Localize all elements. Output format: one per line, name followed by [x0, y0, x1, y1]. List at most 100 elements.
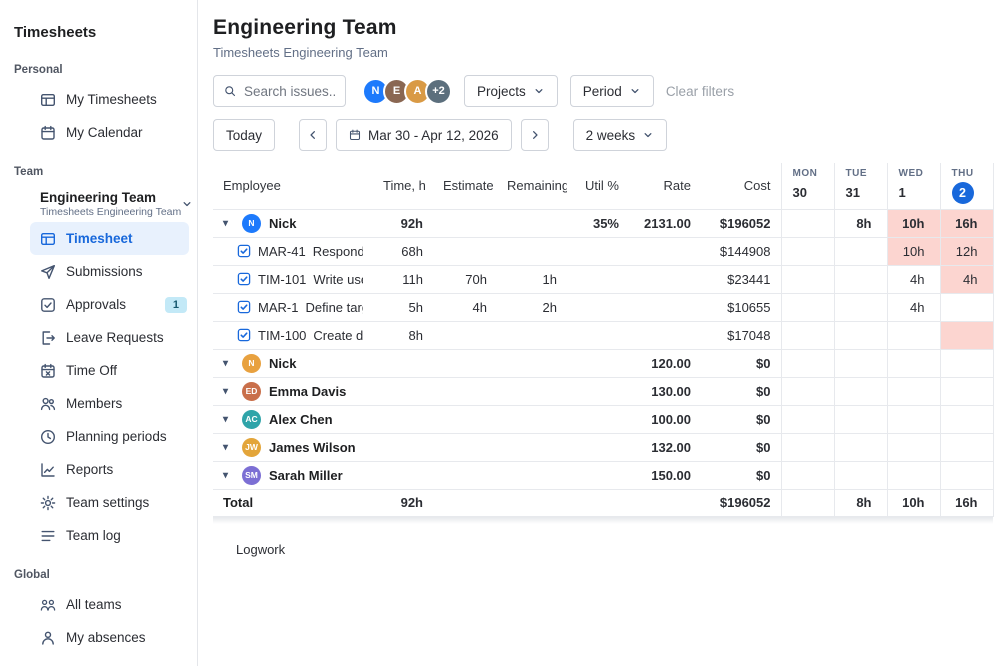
- sidebar-item-label: Team settings: [66, 495, 150, 510]
- period-dropdown[interactable]: Period: [569, 75, 654, 107]
- scroll-shadow: [213, 516, 993, 524]
- time-cell[interactable]: [833, 349, 887, 378]
- sidebar-item-label: Approvals: [66, 297, 127, 312]
- issue-key[interactable]: TIM-101: [258, 271, 307, 287]
- expander-icon[interactable]: ▾: [223, 217, 229, 229]
- time-cell[interactable]: [939, 461, 993, 490]
- time-cell-overtime[interactable]: [939, 321, 993, 350]
- time-cell[interactable]: [939, 377, 993, 406]
- time-cell[interactable]: [780, 349, 834, 378]
- expander-icon[interactable]: ▾: [223, 469, 229, 481]
- issue-key[interactable]: MAR-41: [258, 243, 306, 259]
- time-cell[interactable]: [780, 461, 834, 490]
- expander-icon[interactable]: ▾: [223, 441, 229, 453]
- time-cell[interactable]: [780, 237, 834, 266]
- issue-key[interactable]: MAR-1: [258, 299, 299, 315]
- sidebar-item-team-log[interactable]: Team log: [0, 519, 197, 552]
- sidebar-item-my-timesheets[interactable]: My Timesheets: [0, 83, 197, 116]
- projects-dropdown[interactable]: Projects: [464, 75, 558, 107]
- send-icon: [40, 264, 56, 280]
- column-header-employee: Employee: [213, 163, 373, 210]
- search-input[interactable]: [244, 83, 335, 99]
- time-cell[interactable]: [833, 377, 887, 406]
- sidebar-item-members[interactable]: Members: [0, 387, 197, 420]
- clear-filters-button[interactable]: Clear filters: [665, 83, 735, 99]
- time-cell-overtime[interactable]: 4h: [939, 265, 993, 294]
- team-selector[interactable]: Engineering Team Timesheets Engineering …: [0, 185, 197, 222]
- sidebar-item-approvals[interactable]: Approvals 1: [0, 288, 197, 321]
- sidebar-item-team-settings[interactable]: Team settings: [0, 486, 197, 519]
- time-cell[interactable]: [833, 293, 887, 322]
- chevron-down-icon: [533, 85, 545, 97]
- day-column-header-today: THU 2: [939, 163, 993, 210]
- previous-period-button[interactable]: [299, 119, 328, 151]
- next-period-button[interactable]: [520, 119, 549, 151]
- sidebar-item-timesheet[interactable]: Timesheet: [30, 222, 189, 255]
- time-cell[interactable]: [939, 433, 993, 462]
- sidebar-item-time-off[interactable]: Time Off: [0, 354, 197, 387]
- time-cell-overtime[interactable]: 10h: [886, 237, 940, 266]
- table-row: MAR-41 Respond to N 68h $144908 10h 12h: [213, 237, 993, 266]
- time-cell[interactable]: [939, 349, 993, 378]
- time-cell[interactable]: [833, 461, 887, 490]
- time-cell[interactable]: [780, 405, 834, 434]
- time-cell[interactable]: [780, 209, 834, 238]
- sidebar-item-all-teams[interactable]: All teams: [0, 588, 197, 621]
- check-square-icon: [40, 297, 56, 313]
- team-subtitle: Timesheets Engineering Team: [40, 206, 182, 218]
- main-content: Engineering Team Timesheets Engineering …: [198, 0, 999, 666]
- people-group-icon: [40, 597, 56, 613]
- sidebar-item-my-calendar[interactable]: My Calendar: [0, 116, 197, 149]
- time-cell[interactable]: [939, 405, 993, 434]
- assignee-avatar-filter[interactable]: N E A +2: [358, 77, 452, 105]
- employee-name: Nick: [269, 355, 297, 371]
- tab-logwork[interactable]: Logwork: [236, 541, 286, 557]
- chevron-left-icon: [307, 129, 319, 141]
- today-button[interactable]: Today: [213, 119, 276, 151]
- time-cell[interactable]: [780, 377, 834, 406]
- sidebar-item-planning-periods[interactable]: Planning periods: [0, 420, 197, 453]
- calendar-x-icon: [40, 363, 56, 379]
- issue-key[interactable]: TIM-100: [258, 327, 307, 343]
- time-cell[interactable]: 4h: [886, 265, 940, 294]
- time-cell[interactable]: [780, 265, 834, 294]
- issue-summary: Define target a: [305, 299, 363, 315]
- zoom-dropdown[interactable]: 2 weeks: [572, 119, 668, 151]
- sidebar-item-my-absences[interactable]: My absences: [0, 621, 197, 654]
- time-cell[interactable]: 4h: [886, 293, 940, 322]
- time-cell[interactable]: [833, 405, 887, 434]
- sidebar-item-leave-requests[interactable]: Leave Requests: [0, 321, 197, 354]
- expander-icon[interactable]: ▾: [223, 357, 229, 369]
- time-cell[interactable]: [780, 321, 834, 350]
- time-cell[interactable]: [886, 349, 940, 378]
- time-cell[interactable]: [886, 377, 940, 406]
- day-column-header: WED 1: [886, 163, 940, 210]
- time-cell-overtime[interactable]: 16h: [939, 209, 993, 238]
- avatar: AC: [242, 409, 261, 429]
- time-cell[interactable]: [833, 237, 887, 266]
- expander-icon[interactable]: ▾: [223, 385, 229, 397]
- time-cell[interactable]: [886, 433, 940, 462]
- sidebar-item-submissions[interactable]: Submissions: [0, 255, 197, 288]
- avatar-more-badge[interactable]: +2: [425, 77, 452, 105]
- time-cell[interactable]: [886, 321, 940, 350]
- time-cell[interactable]: [886, 461, 940, 490]
- time-cell[interactable]: [833, 265, 887, 294]
- filter-toolbar: N E A +2 Projects Period Clear filters: [213, 75, 999, 107]
- time-cell[interactable]: 8h: [833, 209, 887, 238]
- time-cell[interactable]: [780, 433, 834, 462]
- sidebar-item-label: Reports: [66, 462, 114, 477]
- time-cell[interactable]: [939, 293, 993, 322]
- expander-icon[interactable]: ▾: [223, 413, 229, 425]
- sidebar-item-reports[interactable]: Reports: [0, 453, 197, 486]
- chevron-down-icon: [181, 198, 193, 210]
- time-cell[interactable]: [780, 293, 834, 322]
- time-cell[interactable]: [833, 321, 887, 350]
- time-cell-overtime[interactable]: 12h: [939, 237, 993, 266]
- time-cell[interactable]: [886, 405, 940, 434]
- time-cell-overtime[interactable]: 10h: [886, 209, 940, 238]
- avatar[interactable]: E: [383, 77, 410, 105]
- time-cell[interactable]: [833, 433, 887, 462]
- date-range-button[interactable]: Mar 30 - Apr 12, 2026: [336, 119, 512, 151]
- date-range-label: Mar 30 - Apr 12, 2026: [368, 127, 499, 143]
